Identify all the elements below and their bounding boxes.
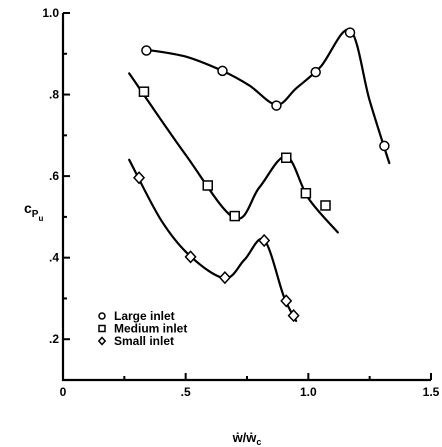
x-axis-label: ẇ/ẇ bbox=[232, 430, 258, 445]
legend-marker bbox=[98, 312, 106, 320]
data-point bbox=[138, 86, 150, 97]
data-point bbox=[280, 294, 293, 308]
y-axis-label-subscript: P bbox=[32, 209, 39, 220]
data-point bbox=[379, 140, 390, 152]
svg-text:cPu: cPu bbox=[24, 200, 43, 223]
data-point bbox=[310, 66, 321, 78]
data-point bbox=[184, 250, 197, 264]
legend-item: Large inlet bbox=[98, 309, 175, 323]
y-axis-label: c bbox=[24, 200, 32, 216]
series-1 bbox=[128, 72, 339, 234]
svg-text:ẇ/ẇc: ẇ/ẇc bbox=[232, 430, 262, 447]
legend-label: Large inlet bbox=[114, 309, 175, 323]
data-point bbox=[217, 65, 228, 77]
y-tick-label: .2 bbox=[49, 332, 59, 346]
data-point bbox=[258, 233, 271, 248]
x-tick-label: 1.0 bbox=[300, 385, 317, 399]
legend-label: Medium inlet bbox=[114, 322, 187, 336]
data-point bbox=[229, 210, 240, 222]
data-point bbox=[320, 200, 331, 211]
x-tick-label: 0 bbox=[60, 385, 67, 399]
legend-label: Small inlet bbox=[114, 334, 174, 348]
x-tick-label: 1.5 bbox=[423, 385, 440, 399]
legend-item: Small inlet bbox=[97, 334, 174, 348]
y-tick-label: .8 bbox=[49, 88, 59, 102]
data-point bbox=[271, 100, 282, 111]
data-point bbox=[133, 171, 146, 185]
series-2 bbox=[128, 158, 300, 323]
series-line bbox=[128, 158, 298, 322]
x-axis-label-subscript: c bbox=[256, 437, 261, 447]
x-tick-label: .5 bbox=[181, 385, 191, 399]
series-layer bbox=[128, 27, 391, 323]
legend-item: Medium inlet bbox=[98, 322, 187, 336]
data-point bbox=[281, 152, 292, 164]
series-line bbox=[145, 28, 391, 165]
series-0 bbox=[141, 27, 391, 165]
data-point bbox=[141, 45, 152, 56]
y-tick-label: .4 bbox=[49, 251, 59, 265]
legend-marker bbox=[97, 336, 107, 346]
y-tick-label: 1.0 bbox=[42, 6, 59, 20]
series-line bbox=[128, 72, 339, 234]
data-point bbox=[344, 27, 356, 38]
x-ticks: 0 .5 1.0 1.5 bbox=[60, 373, 440, 399]
data-point bbox=[300, 187, 312, 199]
y-axis-label-subsubscript: u bbox=[38, 214, 43, 223]
data-point bbox=[202, 180, 213, 191]
legend-marker bbox=[98, 324, 106, 333]
y-ticks: .2 .4 .6 .8 1.0 bbox=[42, 6, 70, 346]
y-tick-label: .6 bbox=[49, 169, 59, 183]
y-axis-title: cPu bbox=[24, 200, 43, 223]
data-point bbox=[218, 271, 231, 285]
data-point bbox=[287, 308, 300, 323]
x-axis-title: ẇ/ẇc bbox=[232, 430, 262, 447]
